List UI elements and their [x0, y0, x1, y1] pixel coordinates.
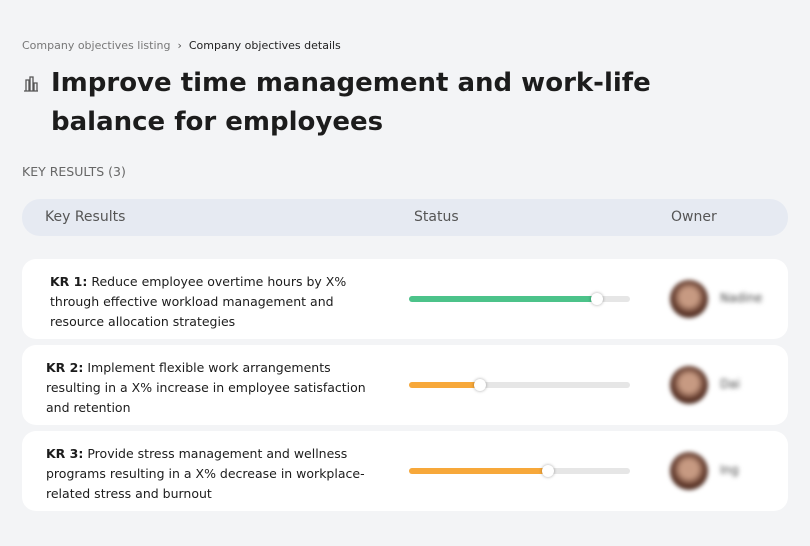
owner-name: Ing	[720, 463, 739, 477]
key-result-label: KR 2:	[46, 360, 84, 375]
column-header: Key Results	[45, 209, 126, 225]
owner-avatar	[670, 280, 708, 318]
key-result-text: KR 2: Implement flexible work arrangemen…	[46, 358, 366, 418]
key-result-text: KR 3: Provide stress management and well…	[46, 444, 366, 504]
page-title: Improve time management and work-life ba…	[51, 68, 651, 137]
owner-name: Nadine	[720, 291, 763, 305]
column-header: Status	[414, 209, 459, 225]
progress-knob	[542, 465, 555, 477]
objective-icon	[24, 76, 38, 92]
progress-track	[409, 379, 630, 391]
progress-knob	[473, 379, 486, 391]
progress-fill	[409, 382, 480, 388]
key-result-description: Provide stress management and wellness p…	[46, 446, 365, 501]
owner-name: Dai	[720, 377, 740, 391]
breadcrumb-link[interactable]: Company objectives listing	[22, 39, 171, 52]
progress-track	[409, 293, 630, 305]
owner-avatar	[670, 452, 708, 490]
progress-fill	[409, 468, 549, 474]
key-result-label: KR 1:	[50, 274, 88, 289]
key-result-row[interactable]: KR 3: Provide stress management and well…	[22, 431, 788, 511]
key-result-row[interactable]: KR 2: Implement flexible work arrangemen…	[22, 345, 788, 425]
table-header: Key Results Status Owner	[22, 199, 788, 236]
section-label: KEY RESULTS (3)	[22, 164, 126, 179]
key-result-label: KR 3:	[46, 446, 84, 461]
breadcrumb: Company objectives listing › Company objec…	[22, 39, 341, 52]
key-result-description: Reduce employee overtime hours by X% thr…	[50, 274, 347, 329]
column-header: Owner	[671, 209, 717, 225]
key-result-description: Implement flexible work arrangements res…	[46, 360, 366, 415]
breadcrumb-separator: ›	[177, 39, 182, 52]
owner-avatar	[670, 366, 708, 404]
progress-fill	[409, 296, 597, 302]
key-result-text: KR 1: Reduce employee overtime hours by …	[50, 272, 370, 332]
breadcrumb-current: Company objectives details	[188, 39, 341, 52]
progress-track	[409, 465, 630, 477]
progress-knob	[590, 293, 603, 305]
key-result-row[interactable]: KR 1: Reduce employee overtime hours by …	[22, 259, 788, 339]
